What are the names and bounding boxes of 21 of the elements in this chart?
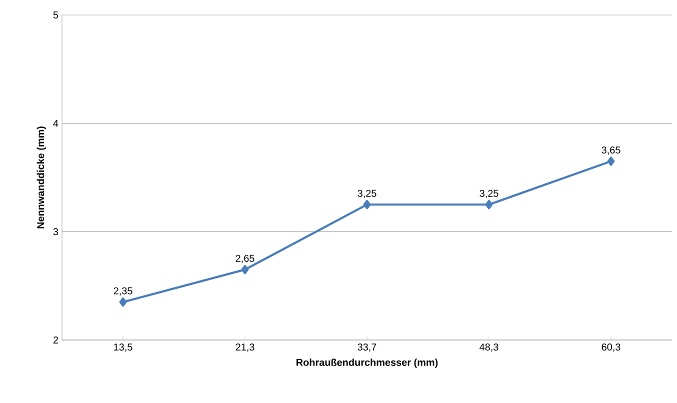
data-label: 3,65: [602, 146, 620, 155]
x-tick-label: 33,7: [358, 344, 376, 352]
x-tick-label: 13,5: [114, 344, 132, 352]
data-label: 3,25: [480, 190, 498, 198]
point: [607, 156, 615, 166]
x-tick-label: 21,3: [236, 344, 254, 352]
data-label: 2,65: [236, 254, 254, 264]
point: [485, 200, 493, 210]
point: [119, 298, 127, 307]
y-tick-label: 5: [53, 12, 58, 18]
point: [363, 200, 371, 210]
y-tick-label: 2: [53, 336, 58, 344]
x-axis-title: Rohraußendurchmesser (mm): [296, 358, 438, 368]
y-tick-label: 4: [53, 120, 58, 127]
x-tick-label: 60,3: [602, 344, 620, 352]
y-tick-label: 3: [53, 228, 58, 236]
point: [241, 265, 249, 274]
data-label: 2,35: [114, 287, 132, 296]
y-axis-title: Nennwanddicke (mm): [36, 126, 46, 228]
data-label: 3,25: [358, 190, 376, 198]
x-tick-label: 48,3: [480, 344, 498, 352]
